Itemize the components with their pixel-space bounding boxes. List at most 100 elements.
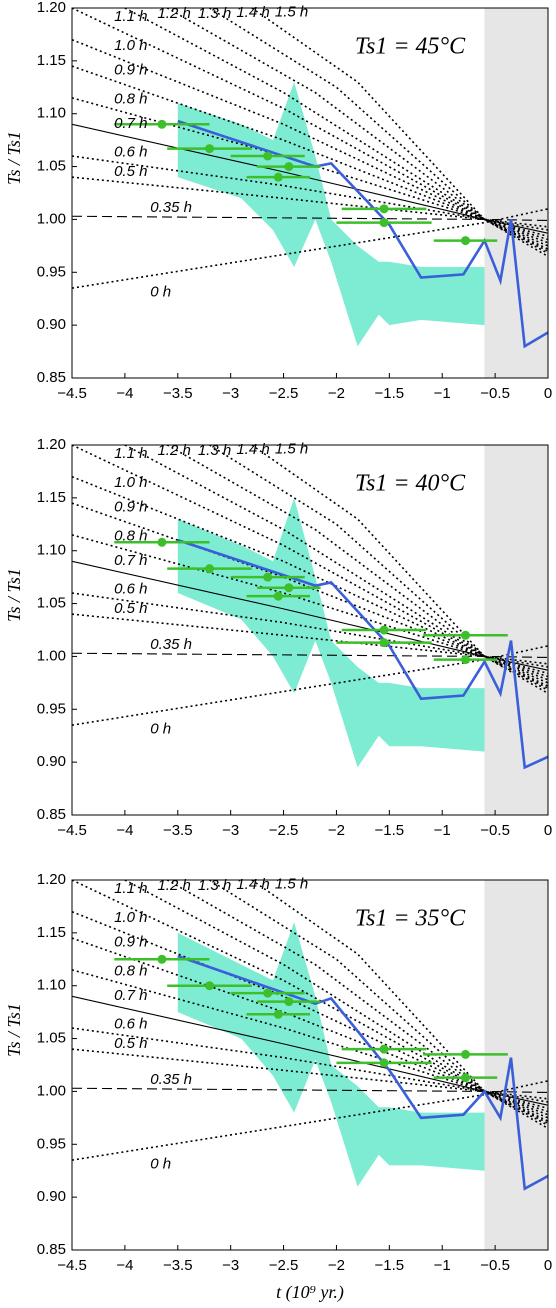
model-label: 0.8 h — [114, 90, 147, 107]
data-point — [379, 1044, 389, 1054]
model-line — [72, 613, 548, 665]
model-label: 0.8 h — [114, 962, 147, 979]
model-line — [72, 155, 548, 231]
x-tick-label: 0 — [544, 385, 552, 402]
x-tick-label: −1.5 — [375, 385, 405, 402]
model-label: 1.4 h — [236, 4, 269, 21]
model-label: 1.0 h — [114, 909, 147, 926]
data-point — [263, 572, 273, 582]
model-label: 0.35 h — [150, 636, 192, 653]
model-label: 0 h — [150, 283, 171, 300]
model-label: 1.4 h — [236, 876, 269, 893]
model-label: 0.6 h — [114, 1015, 147, 1032]
x-tick-label: −1.5 — [375, 1257, 405, 1274]
data-point — [263, 151, 273, 161]
x-tick-label: −3 — [222, 1257, 239, 1274]
model-label: 1.5 h — [275, 440, 308, 457]
y-axis-label: Ts / Ts1 — [4, 1003, 24, 1057]
model-line — [166, 445, 548, 689]
y-axis-label: Ts / Ts1 — [4, 568, 24, 622]
data-point — [263, 988, 273, 998]
y-tick-label: 0.95 — [37, 1135, 66, 1152]
model-line — [72, 1048, 548, 1100]
model-label: 1.4 h — [236, 441, 269, 458]
x-axis-label: t (10⁹ yr.) — [276, 1282, 344, 1303]
chart-title: Ts1 = 45°C — [355, 34, 466, 60]
model-label: 0.7 h — [114, 987, 147, 1004]
y-tick-label: 1.10 — [37, 977, 66, 994]
data-point — [157, 537, 167, 547]
x-tick-label: −3.5 — [163, 822, 193, 839]
data-point — [205, 564, 215, 574]
x-tick-label: −4.5 — [57, 822, 87, 839]
x-tick-label: −2.5 — [269, 822, 299, 839]
x-tick-label: −1 — [434, 1257, 451, 1274]
x-tick-label: 0 — [544, 1257, 552, 1274]
model-label: 1.5 h — [275, 875, 308, 892]
y-tick-label: 1.15 — [37, 924, 66, 941]
y-tick-label: 0.85 — [37, 1241, 66, 1258]
y-tick-label: 1.05 — [37, 595, 66, 612]
model-line — [72, 208, 548, 289]
data-point — [157, 119, 167, 129]
uncertainty-band — [177, 82, 485, 347]
data-point — [460, 655, 470, 665]
model-line — [72, 1080, 548, 1161]
data-point — [460, 630, 470, 640]
data-point — [157, 954, 167, 964]
x-tick-label: −0.5 — [480, 385, 510, 402]
model-label: 1.0 h — [114, 37, 147, 54]
uncertainty-band — [177, 922, 485, 1187]
y-tick-label: 1.15 — [37, 52, 66, 69]
model-label: 0.7 h — [114, 115, 147, 132]
x-tick-label: −2.5 — [269, 385, 299, 402]
model-label: 0.35 h — [150, 1071, 192, 1088]
model-label: 1.3 h — [198, 442, 231, 459]
data-point — [379, 218, 389, 228]
model-label: 0.7 h — [114, 552, 147, 569]
data-point — [379, 204, 389, 214]
model-label: 0.6 h — [114, 143, 147, 160]
model-label: 0.9 h — [114, 933, 147, 950]
model-label: 1.2 h — [157, 877, 190, 894]
panel: 0 h 0.35 h 0.5 h 0.6 h 0.7 h 0.8 h 0.9 h 1.0 h 1… — [4, 0, 552, 402]
model-label: 1.3 h — [198, 877, 231, 894]
model-label: 1.0 h — [114, 474, 147, 491]
model-line — [72, 645, 548, 726]
data-point — [205, 144, 215, 154]
x-tick-label: −1.5 — [375, 822, 405, 839]
model-label: 0.5 h — [114, 163, 147, 180]
shaded-region — [484, 445, 548, 815]
x-tick-label: −4.5 — [57, 385, 87, 402]
x-tick-label: −0.5 — [480, 822, 510, 839]
data-line — [177, 119, 548, 349]
frame — [71, 879, 549, 1251]
x-tick-label: −0.5 — [480, 1257, 510, 1274]
y-tick-label: 1.20 — [37, 436, 66, 453]
uncertainty-band — [177, 497, 485, 768]
model-label: 1.2 h — [157, 5, 190, 22]
data-point — [284, 162, 294, 172]
y-tick-label: 0.90 — [37, 1188, 66, 1205]
x-tick-label: −1 — [434, 385, 451, 402]
x-tick-label: −4 — [116, 822, 133, 839]
model-label: 1.1 h — [114, 880, 147, 897]
y-tick-label: 1.20 — [37, 871, 66, 888]
data-point — [284, 583, 294, 593]
data-line — [177, 538, 548, 770]
model-line — [166, 8, 548, 252]
model-label: 0.8 h — [114, 527, 147, 544]
data-point — [460, 1049, 470, 1059]
x-tick-label: −3.5 — [163, 1257, 193, 1274]
model-label: 0 h — [150, 1155, 171, 1172]
x-tick-label: −3 — [222, 822, 239, 839]
model-label: 0.5 h — [114, 1035, 147, 1052]
y-tick-label: 0.95 — [37, 263, 66, 280]
y-tick-label: 0.95 — [37, 700, 66, 717]
y-tick-label: 1.05 — [37, 1030, 66, 1047]
data-point — [379, 638, 389, 648]
y-tick-label: 0.90 — [37, 753, 66, 770]
model-label: 0 h — [150, 720, 171, 737]
x-tick-label: −4 — [116, 385, 133, 402]
